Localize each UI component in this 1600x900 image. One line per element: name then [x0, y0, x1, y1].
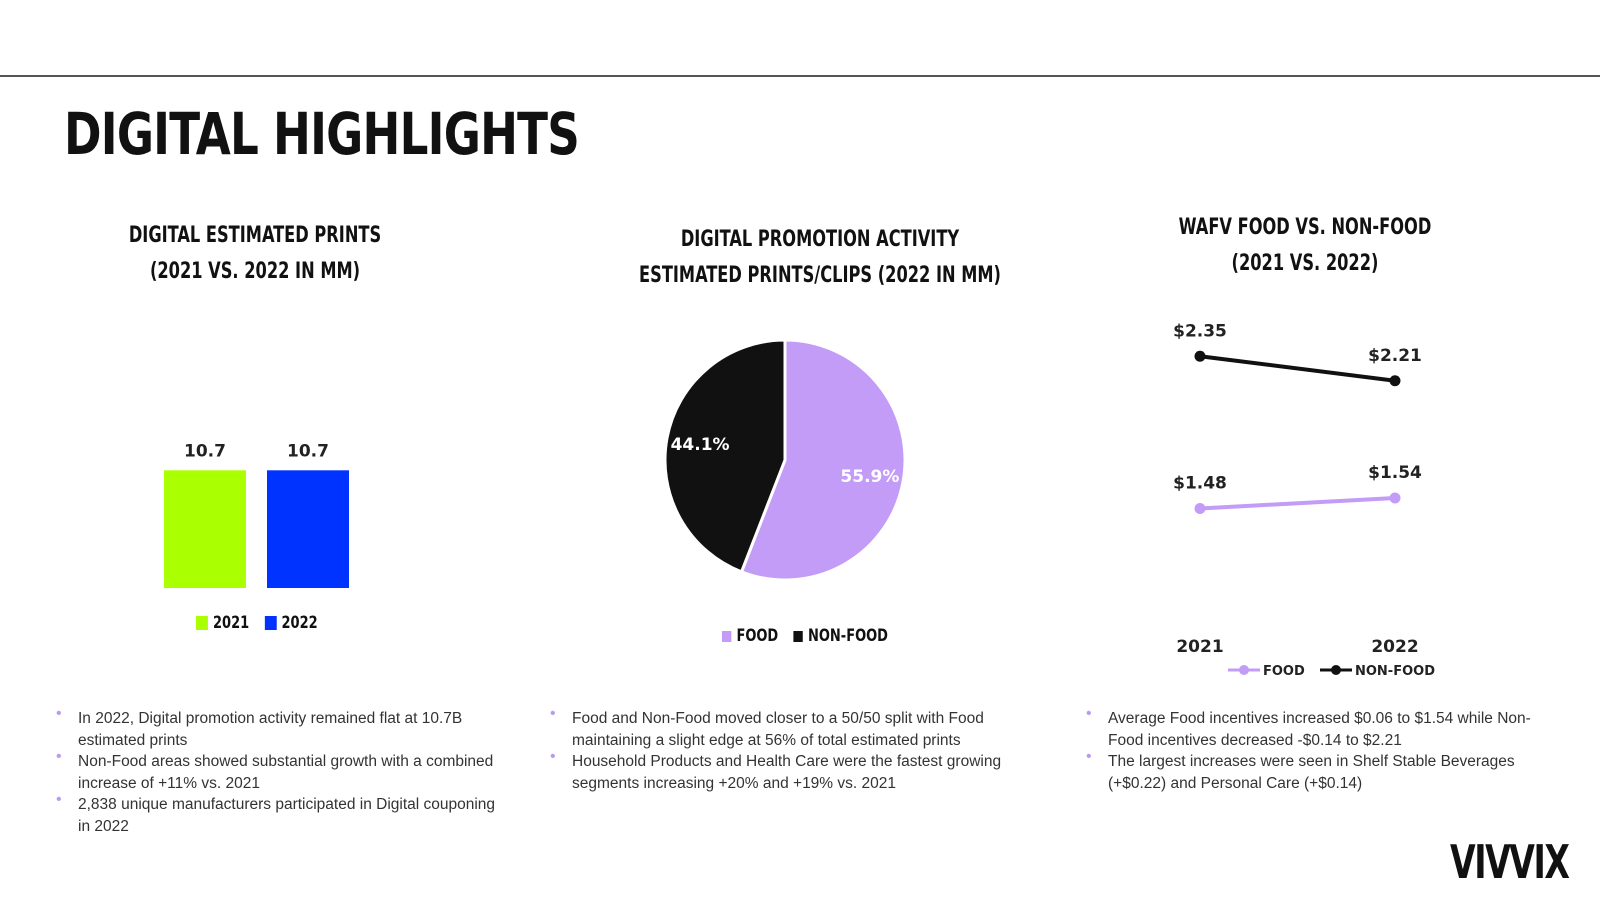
- x-tick-2021: 2021: [1176, 637, 1223, 657]
- bullet-list-col2: Food and Non-Food moved closer to a 50/5…: [550, 703, 1010, 794]
- bullet-item: 2,838 unique manufacturers participated …: [56, 789, 496, 837]
- pie-chart: 55.9% 44.1%: [663, 338, 907, 582]
- bullet-list-col1: In 2022, Digital promotion activity rema…: [56, 703, 496, 837]
- bullet-item: Non-Food areas showed substantial growth…: [56, 746, 496, 794]
- point-label-non-food-2021: $2.35: [1173, 321, 1227, 341]
- pie-slice-non-food: [663, 338, 787, 574]
- legend-item-food: FOOD: [722, 626, 778, 646]
- legend-label-2021: 2021: [213, 613, 250, 633]
- bullet-item: Household Products and Health Care were …: [550, 746, 1010, 794]
- legend-marker-food: [1239, 665, 1249, 675]
- legend-label-non-food: NON-FOOD: [807, 626, 888, 646]
- bar-chart-legend: 2021 2022: [196, 613, 333, 633]
- line-chart-title: WAFV FOOD VS. NON-FOOD (2021 VS. 2022): [1170, 210, 1441, 282]
- legend-item-2022: 2022: [264, 613, 318, 633]
- legend-label-2022: 2022: [281, 613, 318, 633]
- point-label-food-2022: $1.54: [1368, 463, 1422, 483]
- page-title: DIGITAL HIGHLIGHTS: [64, 100, 580, 168]
- bar-chart-title-line2: (2021 VS. 2022 IN MM): [149, 259, 361, 284]
- legend-label-non-food: NON-FOOD: [1355, 664, 1435, 679]
- bullet-item: In 2022, Digital promotion activity rema…: [56, 703, 496, 751]
- point-non-food-2021: [1194, 350, 1206, 362]
- bullet-item: Food and Non-Food moved closer to a 50/5…: [550, 703, 1010, 751]
- bar-chart: 10.7 10.7: [164, 441, 349, 588]
- bar-2021: [164, 470, 246, 588]
- legend-swatch-2022: [264, 616, 277, 630]
- line-chart: $1.48 $1.54 $2.35 $2.21 2021 2022 FOOD NON-FOOD: [1173, 321, 1435, 679]
- point-label-food-2021: $1.48: [1173, 474, 1227, 494]
- legend-swatch-non-food: [793, 630, 803, 642]
- line-chart-title-line1: WAFV FOOD VS. NON-FOOD: [1178, 215, 1432, 240]
- pie-slice-food: [739, 338, 907, 582]
- pie-chart-title-line2: ESTIMATED PRINTS/CLIPS (2022 IN MM): [639, 263, 1001, 288]
- bullet-item: Average Food incentives increased $0.06 …: [1086, 703, 1546, 751]
- bar-chart-title: DIGITAL ESTIMATED PRINTS (2021 VS. 2022 …: [128, 218, 382, 290]
- legend-swatch-food: [722, 630, 732, 642]
- legend-label-food: FOOD: [736, 626, 779, 646]
- vivvix-logo: VIVVIX: [1450, 835, 1570, 889]
- pie-chart-title: DIGITAL PROMOTION ACTIVITY ESTIMATED PRI…: [631, 222, 1008, 294]
- line-non-food: [1199, 354, 1396, 383]
- legend-swatch-2021: [196, 616, 208, 630]
- bullet-list-col3: Average Food incentives increased $0.06 …: [1086, 703, 1546, 794]
- point-non-food-2022: [1389, 375, 1401, 387]
- point-food-2021: [1194, 503, 1206, 514]
- point-label-non-food-2022: $2.21: [1368, 346, 1422, 366]
- legend-item-2021: 2021: [196, 613, 249, 633]
- pie-chart-legend: FOOD NON-FOOD: [722, 626, 903, 646]
- legend-label-food: FOOD: [1263, 664, 1305, 679]
- bullet-item: The largest increases were seen in Shelf…: [1086, 746, 1546, 794]
- bar-2022: [267, 470, 349, 588]
- line-chart-title-line2: (2021 VS. 2022): [1231, 251, 1379, 276]
- legend-marker-non-food: [1331, 665, 1341, 675]
- legend-item-non-food: NON-FOOD: [793, 626, 888, 646]
- pie-label-food: 55.9%: [840, 467, 899, 487]
- top-divider: [0, 75, 1600, 77]
- pie-chart-title-line1: DIGITAL PROMOTION ACTIVITY: [680, 227, 960, 252]
- bar-value-label-2021: 10.7: [184, 441, 226, 461]
- bar-chart-title-line1: DIGITAL ESTIMATED PRINTS: [128, 223, 382, 248]
- point-food-2022: [1389, 492, 1401, 504]
- x-tick-2022: 2022: [1371, 637, 1418, 657]
- pie-label-non-food: 44.1%: [671, 435, 730, 455]
- bar-value-label-2022: 10.7: [287, 441, 329, 461]
- line-food: [1199, 496, 1396, 511]
